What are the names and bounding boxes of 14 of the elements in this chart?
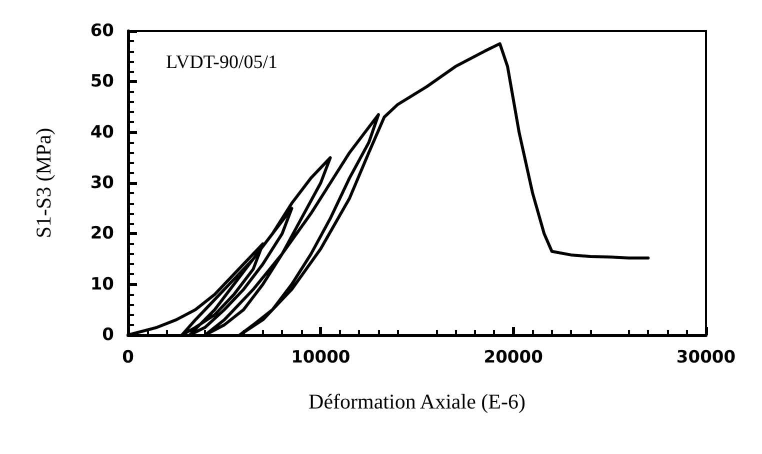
x-tick-label: 0 [122, 348, 134, 368]
x-tick-label: 10000 [291, 348, 350, 368]
y-tick-label: 30 [90, 173, 114, 193]
x-tick-label: 20000 [484, 348, 544, 368]
x-axis-title: Déformation Axiale (E-6) [308, 390, 526, 414]
y-tick-label: 50 [90, 72, 114, 92]
y-tick-label: 60 [90, 21, 114, 41]
y-tick-label: 0 [102, 325, 114, 345]
x-tick-label: 30000 [676, 348, 736, 368]
y-axis-title: S1-S3 (MPa) [32, 128, 56, 238]
y-tick-label: 40 [90, 122, 114, 142]
y-tick-label: 20 [90, 224, 114, 244]
annotation: LVDT-90/05/1 [166, 52, 278, 73]
y-tick-label: 10 [90, 274, 114, 294]
